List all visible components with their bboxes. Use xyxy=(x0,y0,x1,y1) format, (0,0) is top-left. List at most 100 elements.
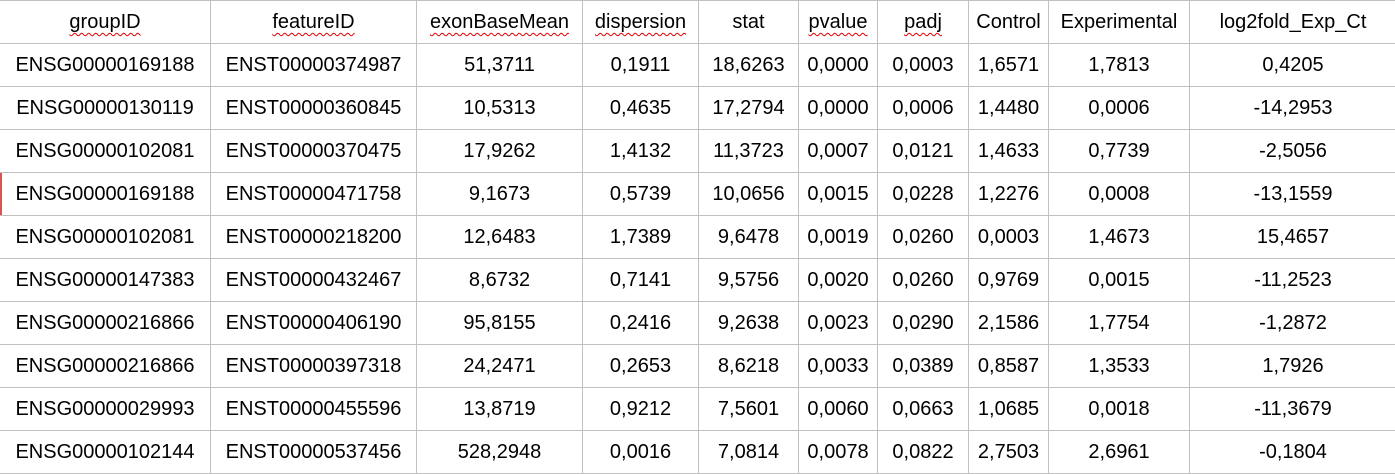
table-cell[interactable]: 1,2276 xyxy=(969,173,1049,216)
table-cell[interactable]: 0,0121 xyxy=(878,130,969,173)
column-header-cell[interactable]: Experimental xyxy=(1049,1,1190,44)
table-cell[interactable]: 8,6732 xyxy=(417,259,583,302)
table-cell[interactable]: 0,4635 xyxy=(583,87,699,130)
column-header-cell[interactable]: pvalue xyxy=(799,1,878,44)
table-cell[interactable]: 1,4673 xyxy=(1049,216,1190,259)
table-cell[interactable]: ENSG00000102081 xyxy=(0,130,211,173)
table-cell[interactable]: 0,7739 xyxy=(1049,130,1190,173)
column-header-cell[interactable]: exonBaseMean xyxy=(417,1,583,44)
table-cell[interactable]: 0,9769 xyxy=(969,259,1049,302)
table-cell[interactable]: 1,7926 xyxy=(1190,345,1395,388)
table-cell[interactable]: 0,0007 xyxy=(799,130,878,173)
table-cell[interactable]: 0,1911 xyxy=(583,44,699,87)
column-header-cell[interactable]: padj xyxy=(878,1,969,44)
table-cell[interactable]: -13,1559 xyxy=(1190,173,1395,216)
table-cell[interactable]: ENSG00000169188 xyxy=(0,173,211,216)
table-cell[interactable]: 0,0033 xyxy=(799,345,878,388)
table-cell[interactable]: -11,3679 xyxy=(1190,388,1395,431)
table-cell[interactable]: -14,2953 xyxy=(1190,87,1395,130)
table-cell[interactable]: 17,2794 xyxy=(699,87,799,130)
column-header-cell[interactable]: Control xyxy=(969,1,1049,44)
table-cell[interactable]: ENST00000370475 xyxy=(211,130,417,173)
table-cell[interactable]: 0,0016 xyxy=(583,431,699,474)
table-cell[interactable]: 0,7141 xyxy=(583,259,699,302)
table-cell[interactable]: 2,7503 xyxy=(969,431,1049,474)
table-cell[interactable]: ENST00000360845 xyxy=(211,87,417,130)
table-cell[interactable]: 0,4205 xyxy=(1190,44,1395,87)
table-cell[interactable]: ENST00000218200 xyxy=(211,216,417,259)
column-header-cell[interactable]: stat xyxy=(699,1,799,44)
table-cell[interactable]: 1,4633 xyxy=(969,130,1049,173)
table-cell[interactable]: ENST00000455596 xyxy=(211,388,417,431)
table-cell[interactable]: 0,0663 xyxy=(878,388,969,431)
table-cell[interactable]: 9,5756 xyxy=(699,259,799,302)
table-cell[interactable]: 0,0006 xyxy=(1049,87,1190,130)
table-cell[interactable]: 12,6483 xyxy=(417,216,583,259)
table-cell[interactable]: 0,0018 xyxy=(1049,388,1190,431)
table-cell[interactable]: -1,2872 xyxy=(1190,302,1395,345)
table-cell[interactable]: 18,6263 xyxy=(699,44,799,87)
table-cell[interactable]: 10,0656 xyxy=(699,173,799,216)
table-cell[interactable]: ENSG00000216866 xyxy=(0,345,211,388)
table-cell[interactable]: -2,5056 xyxy=(1190,130,1395,173)
table-cell[interactable]: 0,0008 xyxy=(1049,173,1190,216)
table-cell[interactable]: 0,0003 xyxy=(878,44,969,87)
table-cell[interactable]: ENST00000397318 xyxy=(211,345,417,388)
table-cell[interactable]: ENST00000406190 xyxy=(211,302,417,345)
table-cell[interactable]: 0,0822 xyxy=(878,431,969,474)
table-cell[interactable]: 0,0020 xyxy=(799,259,878,302)
table-cell[interactable]: 2,6961 xyxy=(1049,431,1190,474)
table-cell[interactable]: 95,8155 xyxy=(417,302,583,345)
table-cell[interactable]: ENSG00000169188 xyxy=(0,44,211,87)
table-cell[interactable]: 0,5739 xyxy=(583,173,699,216)
table-cell[interactable]: 9,6478 xyxy=(699,216,799,259)
table-cell[interactable]: ENST00000432467 xyxy=(211,259,417,302)
table-cell[interactable]: 1,7389 xyxy=(583,216,699,259)
table-cell[interactable]: 2,1586 xyxy=(969,302,1049,345)
table-cell[interactable]: ENSG00000216866 xyxy=(0,302,211,345)
table-cell[interactable]: 17,9262 xyxy=(417,130,583,173)
table-cell[interactable]: 1,4132 xyxy=(583,130,699,173)
table-cell[interactable]: 15,4657 xyxy=(1190,216,1395,259)
table-cell[interactable]: 10,5313 xyxy=(417,87,583,130)
table-cell[interactable]: ENST00000537456 xyxy=(211,431,417,474)
table-cell[interactable]: 9,2638 xyxy=(699,302,799,345)
table-cell[interactable]: -11,2523 xyxy=(1190,259,1395,302)
table-cell[interactable]: 0,0060 xyxy=(799,388,878,431)
column-header-cell[interactable]: featureID xyxy=(211,1,417,44)
table-cell[interactable]: 8,6218 xyxy=(699,345,799,388)
table-cell[interactable]: ENST00000374987 xyxy=(211,44,417,87)
table-cell[interactable]: -0,1804 xyxy=(1190,431,1395,474)
table-cell[interactable]: ENSG00000130119 xyxy=(0,87,211,130)
table-cell[interactable]: ENSG00000029993 xyxy=(0,388,211,431)
table-cell[interactable]: 0,0260 xyxy=(878,216,969,259)
table-cell[interactable]: 0,2653 xyxy=(583,345,699,388)
table-cell[interactable]: 0,0003 xyxy=(969,216,1049,259)
table-cell[interactable]: 11,3723 xyxy=(699,130,799,173)
table-cell[interactable]: 0,0228 xyxy=(878,173,969,216)
table-cell[interactable]: ENSG00000147383 xyxy=(0,259,211,302)
table-cell[interactable]: 51,3711 xyxy=(417,44,583,87)
table-cell[interactable]: 0,0260 xyxy=(878,259,969,302)
table-cell[interactable]: 13,8719 xyxy=(417,388,583,431)
table-cell[interactable]: 0,8587 xyxy=(969,345,1049,388)
table-cell[interactable]: 528,2948 xyxy=(417,431,583,474)
table-cell[interactable]: 1,7754 xyxy=(1049,302,1190,345)
table-cell[interactable]: ENSG00000102081 xyxy=(0,216,211,259)
table-cell[interactable]: 0,0023 xyxy=(799,302,878,345)
table-cell[interactable]: 24,2471 xyxy=(417,345,583,388)
column-header-cell[interactable]: groupID xyxy=(0,1,211,44)
table-cell[interactable]: 7,0814 xyxy=(699,431,799,474)
table-cell[interactable]: 7,5601 xyxy=(699,388,799,431)
column-header-cell[interactable]: dispersion xyxy=(583,1,699,44)
table-cell[interactable]: ENSG00000102144 xyxy=(0,431,211,474)
table-cell[interactable]: 1,7813 xyxy=(1049,44,1190,87)
table-cell[interactable]: 0,0290 xyxy=(878,302,969,345)
table-cell[interactable]: 0,9212 xyxy=(583,388,699,431)
table-cell[interactable]: 1,6571 xyxy=(969,44,1049,87)
table-cell[interactable]: 0,2416 xyxy=(583,302,699,345)
table-cell[interactable]: 0,0000 xyxy=(799,44,878,87)
table-cell[interactable]: 9,1673 xyxy=(417,173,583,216)
table-cell[interactable]: 0,0389 xyxy=(878,345,969,388)
table-cell[interactable]: 1,0685 xyxy=(969,388,1049,431)
